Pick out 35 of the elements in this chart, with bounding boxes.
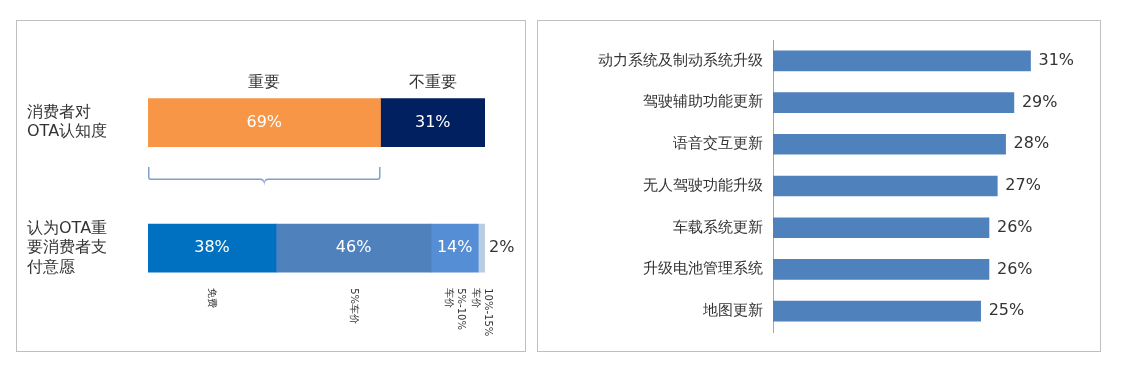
data-label: 38% — [194, 237, 230, 257]
y-tick-label: 驾驶辅助功能更新 — [643, 92, 763, 111]
bar — [773, 300, 981, 322]
bar — [773, 92, 1015, 113]
y-tick-label: 地图更新 — [702, 301, 763, 320]
data-label: 31% — [1038, 50, 1075, 70]
bar — [773, 259, 990, 280]
text: 免费 — [207, 288, 219, 309]
series-label: 不重要 — [408, 71, 457, 91]
y-tick-label: 无人驾驶功能升级 — [643, 175, 763, 194]
data-label: 28% — [1013, 133, 1050, 153]
y-tick-label: 语音交互更新 — [673, 134, 763, 153]
bar — [773, 133, 1006, 155]
series-label: 重要 — [248, 71, 281, 91]
data-label: 69% — [246, 111, 283, 131]
data-label: 46% — [335, 237, 372, 257]
data-label: 26% — [996, 258, 1033, 278]
data-label: 25% — [988, 300, 1025, 320]
bar — [773, 175, 998, 197]
data-label: 14% — [436, 237, 473, 257]
y-tick-label: 升级电池管理系统 — [643, 259, 763, 278]
text: 5%-10%车价 — [444, 288, 468, 330]
bar — [773, 50, 1031, 72]
data-label: 31% — [414, 111, 451, 131]
y-tick-label: 车载系统更新 — [673, 217, 763, 236]
text: 5%车价 — [348, 288, 360, 325]
bar — [773, 217, 990, 239]
data-label: 29% — [1021, 91, 1058, 111]
y-tick-label: 认为OTA重要消费者支付意愿 — [26, 218, 108, 276]
y-tick-label: 动力系统及制动系统升级 — [598, 50, 763, 69]
text: 10%-15%车价 — [471, 288, 495, 337]
data-label: 26% — [996, 216, 1033, 236]
data-label: 2% — [489, 237, 515, 257]
data-label: 27% — [1005, 175, 1041, 195]
y-tick-label: 消费者对OTA认知度 — [27, 102, 108, 141]
